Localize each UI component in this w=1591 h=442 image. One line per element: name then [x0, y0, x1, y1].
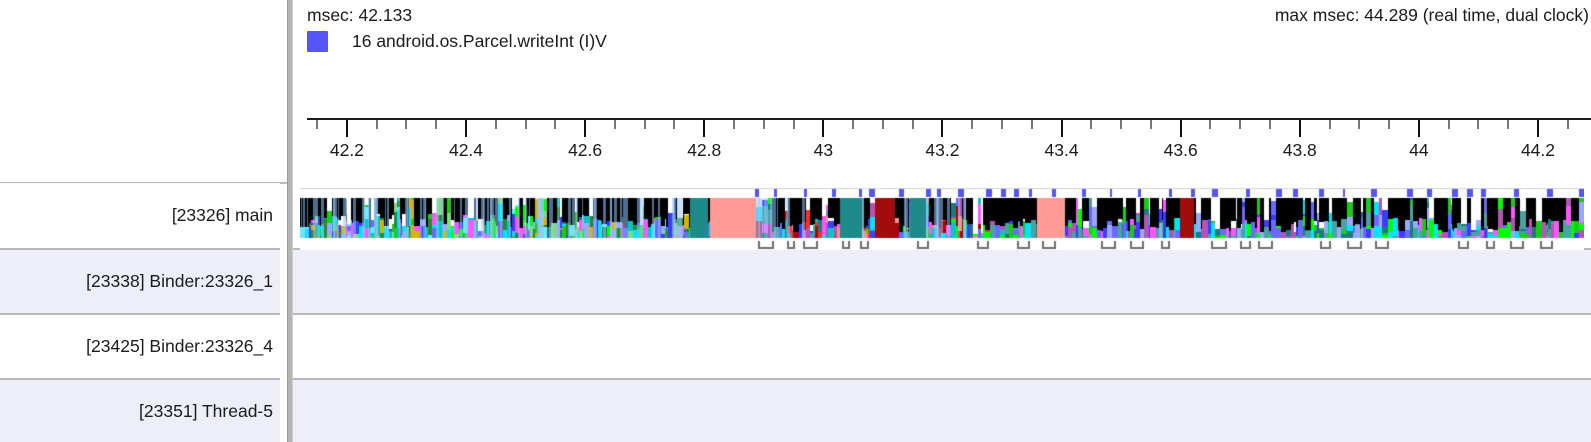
thread-label-2-text: [23425] Binder:23326_4	[86, 336, 273, 356]
axis-baseline	[307, 118, 1591, 120]
legend-row[interactable]: 16 android.os.Parcel.writeInt (I)V	[307, 31, 607, 52]
axis-tick-label: 43.4	[1044, 140, 1079, 160]
timeline-row-23425[interactable]	[293, 313, 1591, 378]
timeline-row-23351[interactable]	[293, 378, 1591, 442]
axis-tick-minor	[524, 120, 527, 129]
axis-tick-minor	[405, 120, 408, 129]
axis-tick-minor	[1447, 120, 1450, 129]
thread-label-3[interactable]: [23351] Thread-5	[0, 378, 280, 442]
axis-tick-minor	[1566, 120, 1569, 129]
axis-tick-minor	[1358, 120, 1361, 129]
axis-tick-minor	[1001, 120, 1003, 129]
axis-tick-minor	[911, 120, 914, 129]
axis-tick-minor	[971, 120, 974, 129]
axis-tick-major	[1060, 120, 1063, 137]
axis-tick-minor	[852, 120, 855, 129]
thread-label-0-text: [23326] main	[171, 205, 273, 225]
msec-readout: msec: 42.133	[307, 5, 413, 25]
axis-tick-minor	[554, 120, 557, 129]
legend-method-label: 16 android.os.Parcel.writeInt (I)V	[352, 31, 607, 51]
row-divider-rule	[293, 378, 1591, 380]
axis-tick-label: 42.4	[448, 140, 484, 160]
axis-tick-minor	[881, 120, 884, 129]
axis-tick-minor	[1328, 120, 1331, 129]
axis-tick-major	[345, 120, 348, 137]
axis-tick-label: 43.6	[1163, 140, 1198, 160]
axis-tick-minor	[673, 120, 676, 129]
axis-tick-minor	[1477, 120, 1480, 129]
trace-bars-canvas[interactable]	[300, 188, 1584, 250]
time-axis[interactable]: 42.2 42.4 42.6 42.8 43 43.2 43.4 43.6 43.8 44 44.2	[293, 118, 1591, 178]
axis-tick-major	[1536, 120, 1539, 137]
legend-color-swatch	[307, 31, 328, 52]
axis-tick-minor	[435, 120, 438, 129]
axis-tick-label: 44	[1409, 140, 1429, 160]
axis-tick-minor	[1120, 120, 1123, 129]
axis-tick-major	[465, 120, 467, 137]
axis-tick-major	[1298, 120, 1301, 137]
axis-tick-minor	[1269, 120, 1271, 129]
axis-tick-minor	[792, 120, 795, 129]
thread-label-column: [23326] main [23338] Binder:23326_1 [234…	[0, 0, 287, 442]
axis-tick-minor	[1507, 120, 1510, 129]
axis-tick-minor	[1149, 120, 1152, 129]
axis-tick-major	[1417, 120, 1420, 137]
axis-tick-minor	[1239, 120, 1242, 129]
axis-tick-label: 43	[813, 140, 834, 160]
axis-tick-minor	[613, 120, 616, 129]
axis-tick-minor	[1030, 120, 1033, 129]
row-divider-rule	[293, 313, 1591, 315]
axis-tick-minor	[494, 120, 497, 129]
axis-tick-label: 42.8	[687, 140, 722, 160]
thread-label-0[interactable]: [23326] main	[0, 183, 280, 248]
thread-label-1-text: [23338] Binder:23326_1	[86, 271, 273, 291]
axis-tick-major	[703, 120, 706, 137]
axis-tick-minor	[316, 120, 319, 129]
main-thread-trace-strip[interactable]	[300, 188, 1584, 250]
axis-tick-label: 44.2	[1520, 140, 1556, 160]
thread-label-2[interactable]: [23425] Binder:23326_4	[0, 313, 280, 378]
axis-tick-minor	[1388, 120, 1391, 129]
axis-tick-minor	[643, 120, 646, 129]
axis-tick-major	[941, 120, 944, 137]
axis-tick-major	[1179, 120, 1182, 137]
axis-tick-minor	[1090, 120, 1093, 129]
axis-tick-minor	[1209, 120, 1212, 129]
thread-label-3-text: [23351] Thread-5	[139, 401, 273, 421]
axis-tick-minor	[762, 120, 765, 129]
column-splitter[interactable]	[287, 0, 293, 442]
axis-tick-label: 43.2	[925, 140, 960, 160]
timeline-row-23338[interactable]	[293, 248, 1591, 313]
axis-tick-label: 42.2	[329, 140, 364, 160]
axis-tick-major	[822, 120, 825, 137]
thread-label-1[interactable]: [23338] Binder:23326_1	[0, 248, 280, 313]
max-msec-readout: max msec: 44.289 (real time, dual clock)	[1274, 5, 1589, 25]
timeline-pane[interactable]: msec: 42.133 max msec: 44.289 (real time…	[293, 0, 1591, 442]
axis-tick-label: 43.8	[1282, 140, 1317, 160]
axis-tick-label: 42.6	[568, 140, 603, 160]
axis-tick-major	[584, 120, 587, 137]
axis-tick-minor	[733, 120, 735, 129]
axis-tick-minor	[375, 120, 378, 129]
